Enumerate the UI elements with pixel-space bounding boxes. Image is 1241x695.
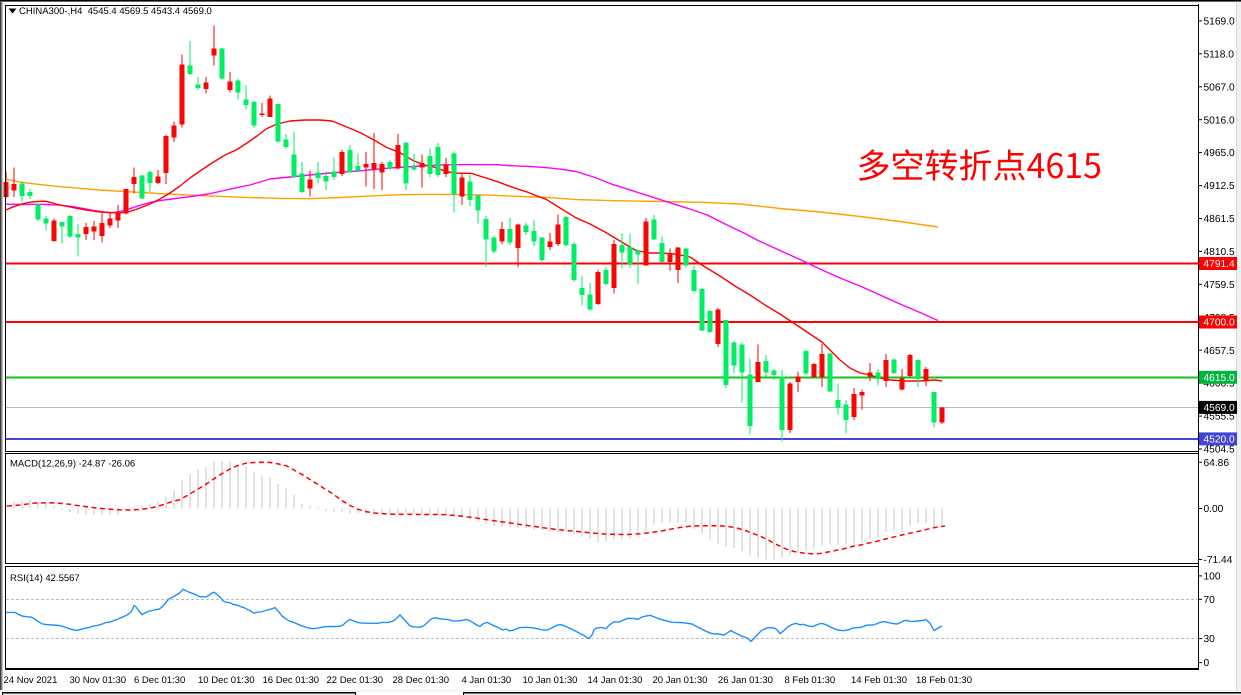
svg-text:4555.5: 4555.5 — [1204, 412, 1235, 423]
svg-text:5016.0: 5016.0 — [1204, 115, 1235, 126]
svg-text:RSI(14) 42.5567: RSI(14) 42.5567 — [10, 573, 80, 584]
svg-text:70: 70 — [1204, 595, 1216, 606]
svg-text:4 Jan 01:30: 4 Jan 01:30 — [462, 675, 512, 686]
svg-text:4861.5: 4861.5 — [1204, 214, 1235, 225]
svg-text:4912.5: 4912.5 — [1204, 181, 1235, 192]
svg-text:4520.0: 4520.0 — [1204, 435, 1235, 446]
svg-text:-71.44: -71.44 — [1204, 555, 1233, 566]
svg-text:5118.0: 5118.0 — [1204, 49, 1235, 60]
svg-text:0.00: 0.00 — [1204, 504, 1224, 515]
svg-text:22 Dec 01:30: 22 Dec 01:30 — [327, 675, 384, 686]
svg-text:8 Feb 01:30: 8 Feb 01:30 — [785, 675, 836, 686]
svg-text:30 Nov 01:30: 30 Nov 01:30 — [70, 675, 127, 686]
svg-text:14 Jan 01:30: 14 Jan 01:30 — [588, 675, 643, 686]
svg-text:26 Jan 01:30: 26 Jan 01:30 — [718, 675, 773, 686]
svg-text:4700.0: 4700.0 — [1204, 318, 1235, 329]
svg-text:5169.0: 5169.0 — [1204, 17, 1235, 28]
svg-text:4569.0: 4569.0 — [1204, 403, 1235, 414]
svg-text:4606.5: 4606.5 — [1204, 379, 1235, 390]
svg-text:18 Feb 01:30: 18 Feb 01:30 — [916, 675, 972, 686]
svg-text:28 Dec 01:30: 28 Dec 01:30 — [393, 675, 450, 686]
svg-text:4759.5: 4759.5 — [1204, 280, 1235, 291]
svg-text:10 Jan 01:30: 10 Jan 01:30 — [523, 675, 578, 686]
svg-text:MACD(12,26,9) -24.87 -26.06: MACD(12,26,9) -24.87 -26.06 — [10, 459, 135, 470]
svg-text:CHINA300-,H4 4545.4 4569.5 45: CHINA300-,H4 4545.4 4569.5 4543.4 4569.0 — [19, 6, 212, 17]
svg-text:4791.4: 4791.4 — [1204, 259, 1235, 270]
svg-text:4615.0: 4615.0 — [1204, 373, 1235, 384]
svg-text:16 Dec 01:30: 16 Dec 01:30 — [263, 675, 320, 686]
svg-text:4965.0: 4965.0 — [1204, 148, 1235, 159]
svg-text:4657.5: 4657.5 — [1204, 346, 1235, 357]
svg-text:6 Dec 01:30: 6 Dec 01:30 — [134, 675, 185, 686]
svg-text:20 Jan 01:30: 20 Jan 01:30 — [653, 675, 708, 686]
svg-text:0: 0 — [1204, 658, 1210, 669]
svg-text:14 Feb 01:30: 14 Feb 01:30 — [851, 675, 907, 686]
svg-text:24 Nov 2021: 24 Nov 2021 — [4, 675, 58, 686]
svg-text:4504.5: 4504.5 — [1204, 445, 1235, 456]
svg-text:4810.5: 4810.5 — [1204, 247, 1235, 258]
svg-text:10 Dec 01:30: 10 Dec 01:30 — [198, 675, 255, 686]
svg-text:64.86: 64.86 — [1204, 458, 1230, 469]
svg-text:5067.0: 5067.0 — [1204, 82, 1235, 93]
svg-text:100: 100 — [1204, 572, 1221, 583]
svg-text:30: 30 — [1204, 634, 1216, 645]
